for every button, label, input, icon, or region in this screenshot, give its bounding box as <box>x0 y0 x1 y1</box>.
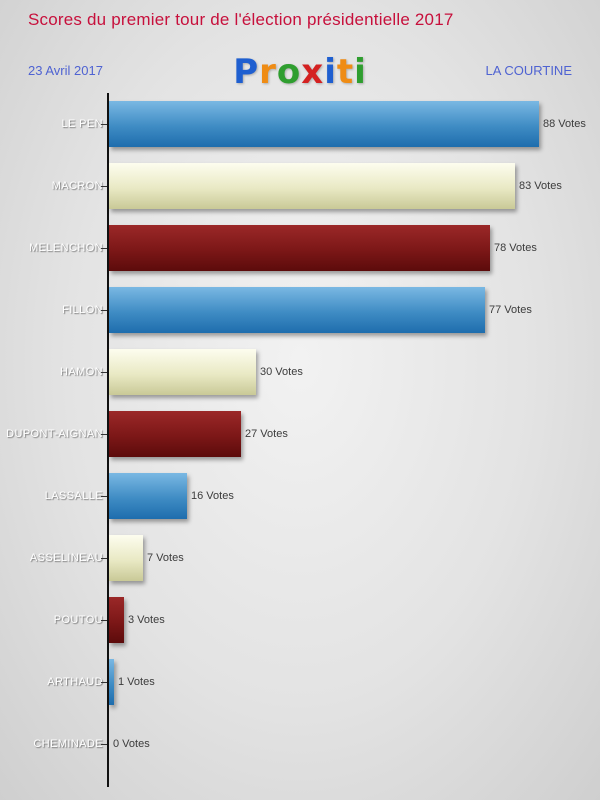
category-label: LASSALLE <box>44 490 103 502</box>
axis-tick <box>101 372 107 373</box>
logo-letter: o <box>276 52 302 92</box>
value-label: 3 Votes <box>128 614 165 626</box>
value-label: 7 Votes <box>147 552 184 564</box>
bar <box>109 287 485 333</box>
logo-letter: i <box>354 52 367 92</box>
chart-row: LE PEN 88 Votes <box>0 93 600 155</box>
page-title: Scores du premier tour de l'élection pré… <box>28 10 454 29</box>
category-label: CHEMINADE <box>33 738 103 750</box>
chart-rows: LE PEN 88 Votes MACRON 83 Votes MELENCHON 78 … <box>0 93 600 775</box>
axis-tick <box>101 310 107 311</box>
logo-letter: r <box>259 52 277 92</box>
logo-letter: P <box>233 52 260 92</box>
y-axis-line <box>107 93 109 787</box>
category-label: ASSELINEAU <box>29 552 103 564</box>
chart-row: MELENCHON 78 Votes <box>0 217 600 279</box>
bar-chart: LE PEN 88 Votes MACRON 83 Votes MELENCHON 78 … <box>0 93 600 788</box>
value-label: 27 Votes <box>245 428 288 440</box>
location-label: LA COURTINE <box>485 63 572 78</box>
subheader: 23 Avril 2017 Proxiti LA COURTINE <box>0 52 600 92</box>
axis-tick <box>101 682 107 683</box>
bar <box>109 101 539 147</box>
value-label: 30 Votes <box>260 366 303 378</box>
value-label: 0 Votes <box>113 738 150 750</box>
value-label: 88 Votes <box>543 118 586 130</box>
bar <box>109 473 187 519</box>
logo-letter: x <box>301 52 325 92</box>
chart-row: FILLON 77 Votes <box>0 279 600 341</box>
category-label: LE PEN <box>61 118 103 130</box>
value-label: 16 Votes <box>191 490 234 502</box>
category-label: ARTHAUD <box>47 676 103 688</box>
chart-row: LASSALLE 16 Votes <box>0 465 600 527</box>
date-label: 23 Avril 2017 <box>28 63 103 78</box>
category-label: DUPONT-AIGNAN <box>6 428 103 440</box>
bar <box>109 597 124 643</box>
axis-tick <box>101 496 107 497</box>
value-label: 77 Votes <box>489 304 532 316</box>
chart-row: MACRON 83 Votes <box>0 155 600 217</box>
chart-row: CHEMINADE 0 Votes <box>0 713 600 775</box>
bar <box>109 535 143 581</box>
category-label: FILLON <box>62 304 103 316</box>
proxiti-logo: Proxiti <box>0 52 600 92</box>
axis-tick <box>101 248 107 249</box>
chart-row: ASSELINEAU 7 Votes <box>0 527 600 589</box>
chart-row: HAMON 30 Votes <box>0 341 600 403</box>
bar <box>109 411 241 457</box>
axis-tick <box>101 434 107 435</box>
category-label: MELENCHON <box>29 242 103 254</box>
chart-row: DUPONT-AIGNAN 27 Votes <box>0 403 600 465</box>
axis-tick <box>101 186 107 187</box>
chart-row: POUTOU 3 Votes <box>0 589 600 651</box>
category-label: HAMON <box>60 366 103 378</box>
axis-tick <box>101 744 107 745</box>
bar <box>109 659 114 705</box>
bar <box>109 225 490 271</box>
category-label: POUTOU <box>53 614 103 626</box>
value-label: 78 Votes <box>494 242 537 254</box>
axis-tick <box>101 124 107 125</box>
chart-row: ARTHAUD 1 Votes <box>0 651 600 713</box>
value-label: 1 Votes <box>118 676 155 688</box>
bar <box>109 349 256 395</box>
bar <box>109 163 515 209</box>
value-label: 83 Votes <box>519 180 562 192</box>
axis-tick <box>101 620 107 621</box>
logo-letter: t <box>336 52 355 92</box>
logo-letter: i <box>324 52 337 92</box>
category-label: MACRON <box>51 180 103 192</box>
axis-tick <box>101 558 107 559</box>
